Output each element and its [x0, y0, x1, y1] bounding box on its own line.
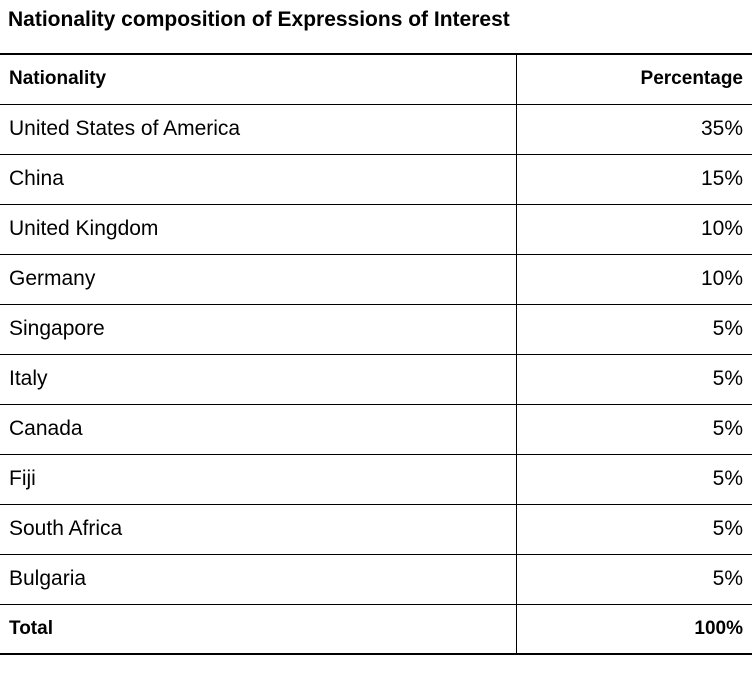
percentage-cell: 5% — [516, 454, 752, 505]
table-row: Bulgaria 5% — [0, 554, 752, 605]
nationality-table: Nationality Percentage United States of … — [0, 53, 752, 655]
nationality-cell: Germany — [0, 254, 517, 305]
table-row: China 15% — [0, 154, 752, 205]
table-row: Canada 5% — [0, 404, 752, 455]
nationality-cell: Fiji — [0, 454, 517, 505]
percentage-cell: 10% — [516, 254, 752, 305]
total-row: Total 100% — [0, 604, 752, 654]
nationality-cell: United States of America — [0, 104, 517, 155]
table-row: United Kingdom 10% — [0, 204, 752, 255]
nationality-cell: Canada — [0, 404, 517, 455]
nationality-cell: South Africa — [0, 504, 517, 555]
column-header-percentage: Percentage — [516, 54, 752, 105]
nationality-cell: Bulgaria — [0, 554, 517, 605]
nationality-cell: United Kingdom — [0, 204, 517, 255]
column-header-nationality: Nationality — [0, 54, 517, 105]
total-label: Total — [0, 604, 517, 654]
nationality-cell: Italy — [0, 354, 517, 405]
percentage-cell: 15% — [516, 154, 752, 205]
table-row: Singapore 5% — [0, 304, 752, 355]
table-row: Germany 10% — [0, 254, 752, 305]
percentage-cell: 5% — [516, 504, 752, 555]
table-header-row: Nationality Percentage — [0, 54, 752, 105]
percentage-cell: 10% — [516, 204, 752, 255]
percentage-cell: 5% — [516, 404, 752, 455]
table-title: Nationality composition of Expressions o… — [8, 8, 510, 31]
percentage-cell: 5% — [516, 554, 752, 605]
nationality-cell: China — [0, 154, 517, 205]
table-row: South Africa 5% — [0, 504, 752, 555]
percentage-cell: 5% — [516, 304, 752, 355]
total-percentage: 100% — [694, 617, 743, 639]
nationality-cell: Singapore — [0, 304, 517, 355]
table-row: Fiji 5% — [0, 454, 752, 505]
percentage-cell: 35% — [516, 104, 752, 155]
table-row: Italy 5% — [0, 354, 752, 405]
table-row: United States of America 35% — [0, 104, 752, 155]
percentage-cell: 5% — [516, 354, 752, 405]
